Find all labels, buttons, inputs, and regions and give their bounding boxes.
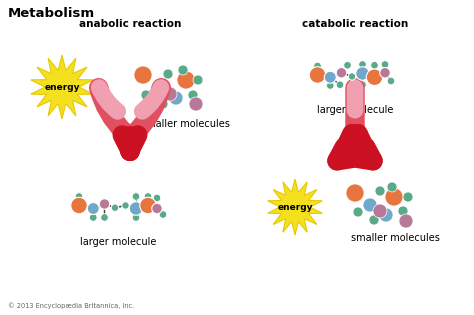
Circle shape	[132, 214, 140, 221]
Circle shape	[371, 61, 378, 69]
Circle shape	[144, 193, 152, 200]
Circle shape	[90, 214, 97, 221]
Circle shape	[385, 188, 403, 206]
Circle shape	[399, 214, 413, 228]
Circle shape	[178, 65, 188, 75]
Circle shape	[163, 87, 177, 101]
Text: larger molecule: larger molecule	[317, 105, 393, 115]
Circle shape	[111, 204, 119, 211]
Circle shape	[158, 99, 168, 109]
Circle shape	[189, 97, 203, 111]
Circle shape	[324, 71, 336, 83]
Circle shape	[348, 73, 356, 80]
Text: smaller molecules: smaller molecules	[351, 233, 439, 243]
Circle shape	[193, 75, 203, 85]
Circle shape	[188, 90, 198, 100]
Circle shape	[140, 197, 156, 214]
Circle shape	[346, 184, 364, 202]
Circle shape	[356, 67, 369, 80]
Circle shape	[403, 192, 413, 202]
Circle shape	[369, 215, 379, 225]
Circle shape	[336, 81, 344, 89]
Circle shape	[336, 67, 347, 78]
Circle shape	[99, 199, 110, 209]
Circle shape	[75, 193, 83, 200]
Circle shape	[375, 186, 385, 196]
Text: catabolic reaction: catabolic reaction	[302, 19, 408, 29]
Circle shape	[373, 204, 387, 218]
Circle shape	[387, 182, 397, 192]
Circle shape	[359, 81, 366, 89]
Circle shape	[169, 91, 183, 105]
Circle shape	[141, 90, 151, 100]
Circle shape	[101, 214, 108, 221]
Circle shape	[159, 211, 167, 218]
Circle shape	[122, 202, 129, 209]
Circle shape	[353, 207, 363, 217]
Text: energy: energy	[277, 203, 313, 211]
Circle shape	[163, 69, 173, 79]
Circle shape	[327, 82, 334, 89]
Circle shape	[380, 67, 390, 78]
Circle shape	[90, 214, 97, 221]
Circle shape	[379, 208, 393, 222]
Circle shape	[87, 203, 99, 215]
Circle shape	[366, 69, 383, 85]
Polygon shape	[31, 55, 93, 119]
Text: anabolic reaction: anabolic reaction	[79, 19, 181, 29]
Circle shape	[71, 197, 87, 214]
Circle shape	[359, 61, 366, 68]
Text: smaller molecules: smaller molecules	[141, 119, 229, 129]
Text: © 2013 Encyclopædia Britannica, Inc.: © 2013 Encyclopædia Britannica, Inc.	[8, 302, 134, 309]
Circle shape	[134, 66, 152, 84]
Circle shape	[398, 206, 408, 216]
Circle shape	[132, 193, 140, 200]
Text: energy: energy	[44, 83, 80, 91]
Text: Metabolism: Metabolism	[8, 7, 95, 20]
Circle shape	[309, 67, 326, 83]
Circle shape	[387, 77, 395, 85]
Circle shape	[363, 198, 377, 212]
Circle shape	[151, 81, 165, 95]
Circle shape	[314, 62, 321, 70]
Circle shape	[177, 71, 195, 89]
Polygon shape	[268, 179, 322, 235]
Circle shape	[344, 61, 351, 69]
Circle shape	[129, 202, 143, 215]
Text: larger molecule: larger molecule	[80, 237, 156, 247]
Circle shape	[152, 203, 162, 214]
Circle shape	[381, 61, 389, 68]
Circle shape	[153, 194, 161, 202]
